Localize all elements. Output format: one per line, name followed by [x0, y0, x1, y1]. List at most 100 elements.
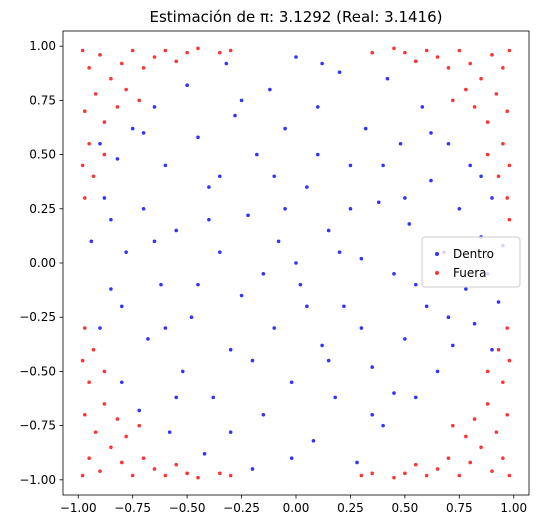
point-dentro-97: [337, 250, 342, 254]
point-fuera-94: [392, 475, 396, 480]
point-fuera-77: [490, 469, 494, 473]
point-fuera-62: [152, 467, 157, 471]
point-fuera-22: [217, 50, 222, 55]
point-fuera-18: [185, 50, 189, 55]
point-fuera-72: [217, 471, 222, 476]
point-fuera-96: [450, 423, 455, 428]
point-fuera-67: [174, 462, 179, 467]
legend-label-fuera: Fuera: [453, 266, 487, 280]
point-dentro-103: [479, 174, 483, 179]
point-fuera-53: [109, 445, 113, 450]
point-fuera-86: [472, 417, 477, 421]
point-fuera-29: [494, 92, 499, 96]
point-fuera-68: [185, 471, 189, 476]
point-fuera-12: [152, 55, 157, 59]
point-fuera-74: [102, 369, 107, 374]
point-fuera-55: [119, 460, 124, 465]
point-fuera-57: [130, 473, 135, 478]
point-dentro-56: [398, 141, 403, 146]
point-dentro-20: [202, 452, 207, 456]
point-dentro-84: [283, 206, 287, 211]
point-fuera-90: [424, 473, 429, 478]
point-dentro-77: [217, 174, 222, 179]
x-tick-label-3: −0.25: [223, 501, 260, 515]
point-dentro-91: [392, 391, 396, 395]
point-dentro-37: [294, 55, 298, 59]
point-dentro-38: [298, 282, 303, 287]
point-dentro-67: [457, 206, 462, 211]
point-fuera-38: [464, 87, 468, 92]
point-dentro-22: [211, 395, 216, 400]
point-dentro-50: [363, 126, 368, 131]
point-fuera-28: [479, 76, 483, 81]
point-dentro-53: [381, 423, 385, 428]
y-tick-label-0: −1.00: [19, 473, 56, 487]
x-tick-label-8: 1.00: [500, 501, 527, 515]
point-dentro-52: [376, 200, 381, 205]
point-dentro-100: [152, 239, 157, 244]
point-dentro-10: [146, 337, 150, 341]
point-dentro-58: [407, 222, 412, 226]
point-fuera-4: [93, 92, 98, 96]
points-layer: [80, 46, 512, 480]
point-dentro-76: [163, 326, 168, 330]
point-fuera-73: [228, 473, 233, 478]
point-fuera-11: [115, 105, 120, 109]
point-fuera-25: [507, 48, 512, 53]
point-dentro-5: [119, 380, 124, 385]
point-fuera-24: [102, 152, 107, 157]
point-dentro-69: [468, 163, 473, 168]
point-dentro-93: [315, 152, 320, 157]
x-tick-label-2: −0.50: [169, 501, 206, 515]
point-fuera-37: [435, 55, 440, 59]
point-fuera-6: [82, 109, 87, 114]
point-fuera-71: [137, 423, 142, 428]
point-fuera-21: [137, 98, 142, 103]
point-fuera-15: [163, 48, 168, 53]
point-dentro-43: [326, 228, 331, 233]
point-dentro-78: [326, 358, 331, 363]
point-fuera-49: [485, 152, 490, 157]
x-tick-label-0: −1.00: [60, 501, 97, 515]
point-fuera-26: [501, 66, 505, 70]
point-dentro-1: [98, 326, 102, 330]
point-fuera-0: [80, 48, 85, 53]
point-fuera-93: [403, 471, 407, 476]
point-dentro-55: [392, 272, 396, 276]
point-dentro-74: [496, 300, 501, 304]
point-fuera-84: [446, 456, 451, 460]
point-fuera-30: [468, 61, 473, 66]
point-fuera-1: [87, 66, 91, 70]
point-dentro-70: [472, 321, 477, 326]
x-tick-label-4: 0.00: [283, 501, 310, 515]
point-dentro-33: [272, 326, 277, 330]
point-dentro-28: [246, 213, 250, 218]
point-dentro-7: [130, 126, 135, 131]
x-tick-label-1: −0.75: [114, 501, 151, 515]
legend: Dentro Fuera: [421, 236, 521, 288]
point-fuera-9: [141, 66, 146, 70]
point-fuera-13: [124, 87, 128, 92]
point-fuera-95: [505, 326, 510, 330]
point-fuera-83: [485, 402, 490, 406]
point-dentro-25: [228, 347, 233, 352]
point-fuera-5: [119, 61, 124, 66]
point-dentro-108: [320, 61, 324, 66]
y-tick-label-4: 0.00: [29, 256, 56, 270]
y-tick-label-1: −0.75: [19, 419, 56, 433]
legend-marker-fuera: [435, 271, 439, 275]
point-dentro-46: [342, 304, 346, 309]
point-dentro-21: [207, 185, 211, 189]
point-dentro-82: [196, 282, 200, 287]
point-fuera-41: [496, 174, 501, 179]
point-dentro-6: [124, 250, 128, 254]
point-fuera-31: [505, 109, 510, 114]
point-fuera-47: [370, 50, 375, 55]
point-dentro-92: [228, 430, 233, 434]
y-tick-label-7: 0.75: [29, 93, 56, 107]
y-tick-label-3: −0.25: [19, 310, 56, 324]
point-dentro-109: [109, 217, 113, 222]
point-fuera-7: [130, 48, 135, 53]
y-tick-label-5: 0.25: [29, 202, 56, 216]
